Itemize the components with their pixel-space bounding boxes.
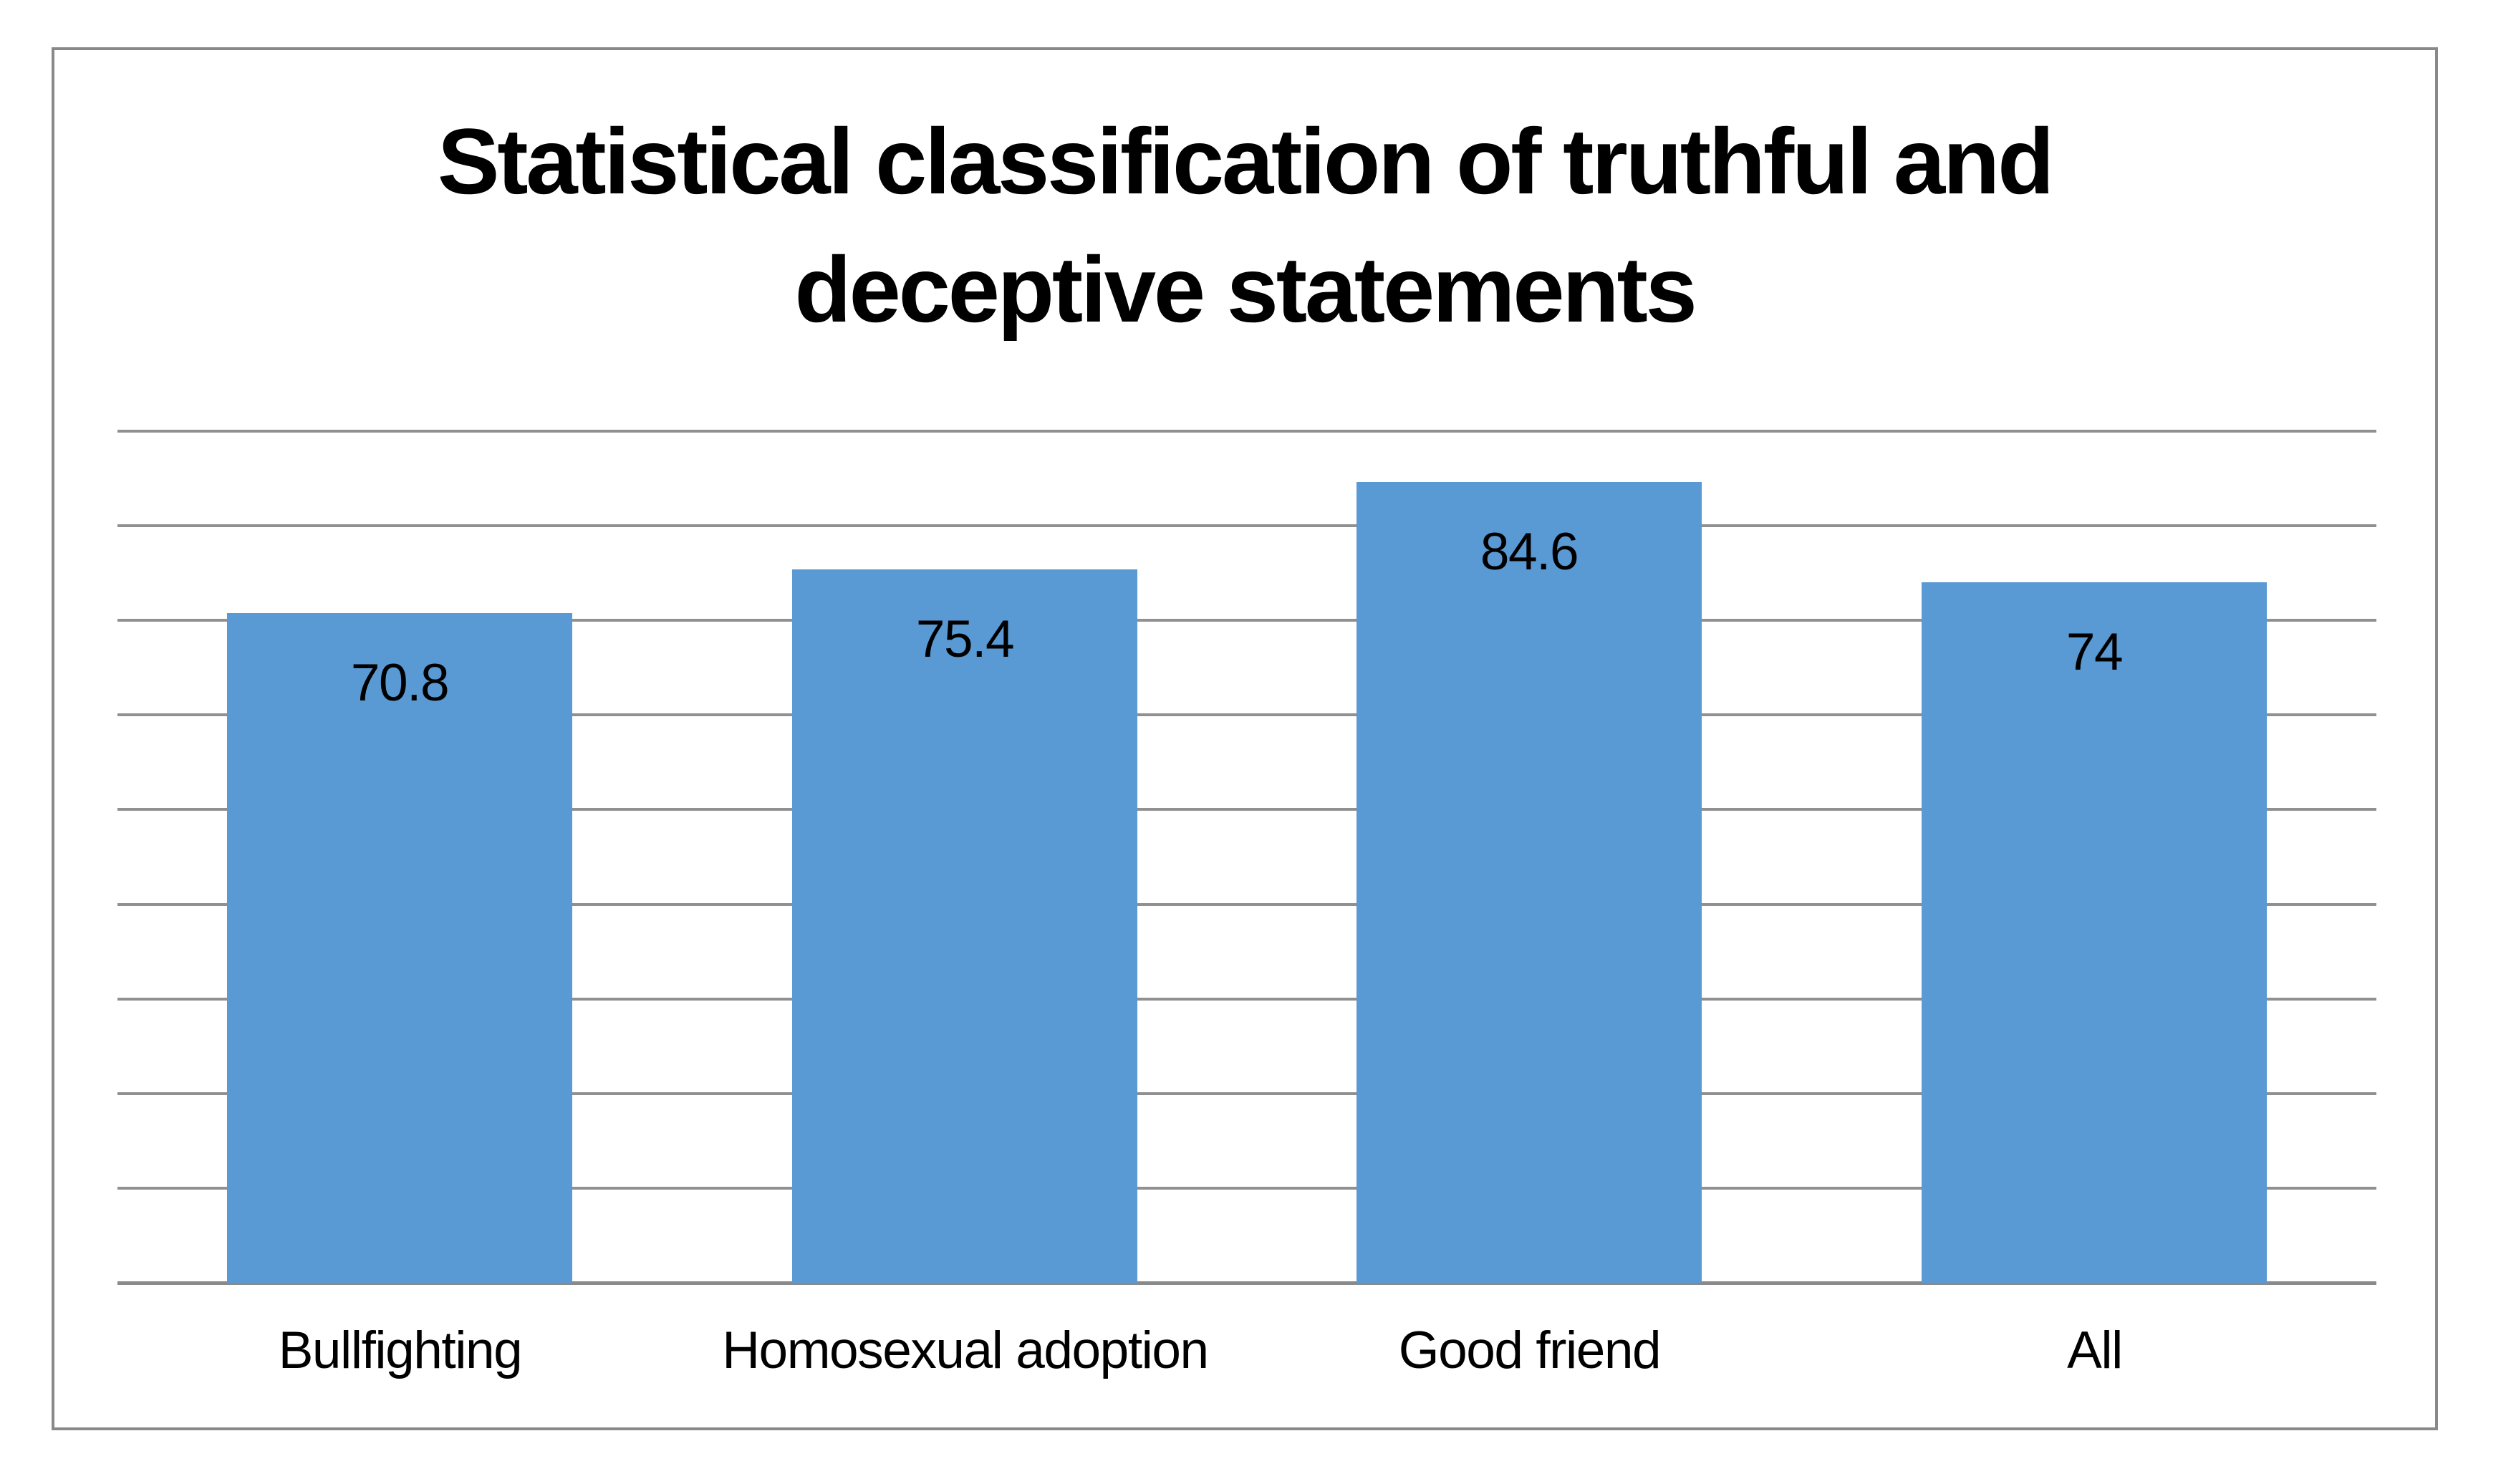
chart-title-line2: deceptive statements bbox=[794, 237, 1697, 342]
plot-area: 70.8 75.4 84.6 74 bbox=[117, 430, 2376, 1285]
category-label: Good friend bbox=[1398, 1321, 1662, 1379]
gridline bbox=[117, 524, 2376, 527]
category-label: Bullfighting bbox=[278, 1321, 523, 1379]
chart-title-line1: Statistical classification of truthful a… bbox=[437, 109, 2055, 213]
gridline bbox=[117, 998, 2376, 1001]
category-axis: Bullfighting Homosexual adoption Good frie… bbox=[117, 1286, 2376, 1401]
gridline bbox=[117, 713, 2376, 716]
gridline bbox=[117, 903, 2376, 906]
bar-value-label: 75.4 bbox=[915, 610, 1015, 668]
bar-bullfighting: 70.8 bbox=[227, 613, 572, 1283]
chart-title: Statistical classification of truthful a… bbox=[54, 97, 2435, 355]
chart-frame: Statistical classification of truthful a… bbox=[52, 47, 2438, 1430]
bar-all: 74 bbox=[1922, 582, 2267, 1283]
x-axis-line bbox=[117, 1281, 2376, 1285]
category-label: All bbox=[2067, 1321, 2123, 1379]
category-label: Homosexual adoption bbox=[722, 1321, 1209, 1379]
bar-homosexual-adoption: 75.4 bbox=[792, 569, 1137, 1283]
gridline bbox=[117, 808, 2376, 811]
bar-value-label: 74 bbox=[2066, 623, 2124, 681]
gridline bbox=[117, 430, 2376, 433]
bar-good-friend: 84.6 bbox=[1356, 482, 1702, 1283]
gridline bbox=[117, 1187, 2376, 1190]
gridline bbox=[117, 619, 2376, 622]
gridline bbox=[117, 1092, 2376, 1095]
bar-value-label: 84.6 bbox=[1480, 523, 1579, 581]
bar-value-label: 70.8 bbox=[350, 654, 450, 712]
